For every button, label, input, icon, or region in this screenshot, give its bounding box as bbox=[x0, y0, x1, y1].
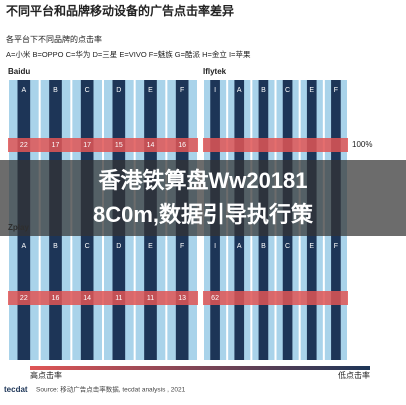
column-label: E bbox=[309, 87, 314, 94]
banner-bg bbox=[0, 160, 406, 236]
column-label: F bbox=[334, 87, 338, 94]
banner-line: 8C0m,数据引导执行策 bbox=[93, 202, 314, 227]
column-label: A bbox=[21, 87, 26, 94]
legend: A=小米 B=OPPO C=华为 D=三星 E=VIVO F=魅族 G=酷派 H… bbox=[6, 49, 251, 59]
column-label: A bbox=[237, 87, 242, 94]
column-label: A bbox=[21, 243, 26, 250]
panel-name: Iflytek bbox=[203, 67, 227, 76]
panel-note: 100% bbox=[352, 140, 372, 149]
column-label: C bbox=[285, 243, 290, 250]
column-label: I bbox=[214, 243, 216, 250]
source: Source: 移动广告点击率数据, tecdat analysis , 202… bbox=[36, 385, 186, 394]
value-label: 62 bbox=[211, 295, 219, 302]
low-label: 低点击率 bbox=[338, 370, 370, 380]
title: 不同平台和品牌移动设备的广告点击率差异 bbox=[6, 3, 234, 18]
value-label: 22 bbox=[20, 295, 28, 302]
value-label: 11 bbox=[147, 295, 154, 302]
column-label: A bbox=[237, 243, 242, 250]
value-label: 13 bbox=[178, 295, 186, 302]
column-label: F bbox=[180, 87, 184, 94]
value-label: 22 bbox=[20, 142, 28, 149]
panel-name: Baidu bbox=[8, 67, 30, 76]
column-label: D bbox=[116, 87, 121, 94]
column-label: B bbox=[261, 243, 266, 250]
column-label: C bbox=[285, 87, 290, 94]
highlight-band bbox=[203, 291, 348, 305]
column-label: D bbox=[116, 243, 121, 250]
high-label: 高点击率 bbox=[30, 370, 62, 380]
column-label: E bbox=[148, 87, 153, 94]
value-label: 14 bbox=[147, 142, 155, 149]
column-label: C bbox=[85, 87, 90, 94]
banner-line: 香港铁算盘Ww20181 bbox=[98, 168, 307, 193]
highlight-band bbox=[8, 138, 198, 152]
column-label: B bbox=[53, 243, 58, 250]
value-label: 16 bbox=[178, 142, 186, 149]
column-label: F bbox=[334, 243, 338, 250]
value-label: 16 bbox=[52, 295, 60, 302]
column-label: F bbox=[180, 243, 184, 250]
highlight-band bbox=[8, 291, 198, 305]
scale-bar bbox=[30, 366, 370, 370]
column-label: E bbox=[148, 243, 153, 250]
value-label: 14 bbox=[83, 295, 91, 302]
subtitle: 各平台下不同品牌的点击率 bbox=[6, 34, 102, 44]
column-label: E bbox=[309, 243, 314, 250]
column-label: B bbox=[261, 87, 266, 94]
value-label: 17 bbox=[52, 142, 60, 149]
column-label: I bbox=[214, 87, 216, 94]
value-label: 15 bbox=[115, 142, 123, 149]
logo: tecdat bbox=[4, 385, 28, 394]
column-label: C bbox=[85, 243, 90, 250]
highlight-band bbox=[203, 138, 348, 152]
value-label: 17 bbox=[83, 142, 91, 149]
value-label: 11 bbox=[115, 295, 122, 302]
column-label: B bbox=[53, 87, 58, 94]
